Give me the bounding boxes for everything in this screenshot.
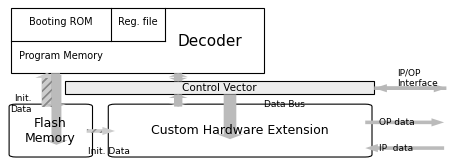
FancyBboxPatch shape: [9, 104, 92, 157]
FancyArrow shape: [45, 75, 67, 145]
FancyArrow shape: [374, 84, 445, 92]
FancyArrow shape: [168, 73, 187, 81]
Text: IP  data: IP data: [378, 144, 412, 153]
Text: Init.
Data: Init. Data: [10, 94, 32, 114]
FancyArrow shape: [36, 73, 59, 107]
FancyBboxPatch shape: [108, 104, 371, 157]
Text: Booting ROM: Booting ROM: [29, 17, 93, 27]
Text: Control Vector: Control Vector: [182, 83, 257, 93]
Text: Decoder: Decoder: [177, 34, 241, 49]
FancyArrow shape: [364, 144, 443, 152]
FancyArrow shape: [35, 73, 58, 107]
FancyArrow shape: [168, 94, 187, 107]
Text: IP/OP
Interface: IP/OP Interface: [396, 68, 437, 88]
FancyArrow shape: [168, 94, 187, 107]
FancyArrow shape: [217, 94, 242, 139]
Bar: [42, 78, 52, 107]
Bar: [86, 129, 102, 133]
FancyArrow shape: [45, 73, 66, 108]
FancyArrow shape: [86, 127, 115, 135]
FancyArrow shape: [168, 73, 187, 81]
Text: Data Bus: Data Bus: [263, 100, 304, 109]
Text: Reg. file: Reg. file: [118, 17, 157, 27]
Text: Flash
Memory: Flash Memory: [25, 117, 76, 145]
Text: Init. Data: Init. Data: [88, 147, 129, 156]
FancyArrow shape: [374, 84, 445, 92]
Bar: [65, 81, 374, 94]
Bar: [11, 8, 263, 73]
Bar: [41, 78, 51, 107]
Text: OP data: OP data: [378, 118, 414, 126]
FancyArrow shape: [364, 118, 443, 126]
Text: Custom Hardware Extension: Custom Hardware Extension: [151, 124, 328, 137]
Text: Program Memory: Program Memory: [19, 51, 103, 61]
